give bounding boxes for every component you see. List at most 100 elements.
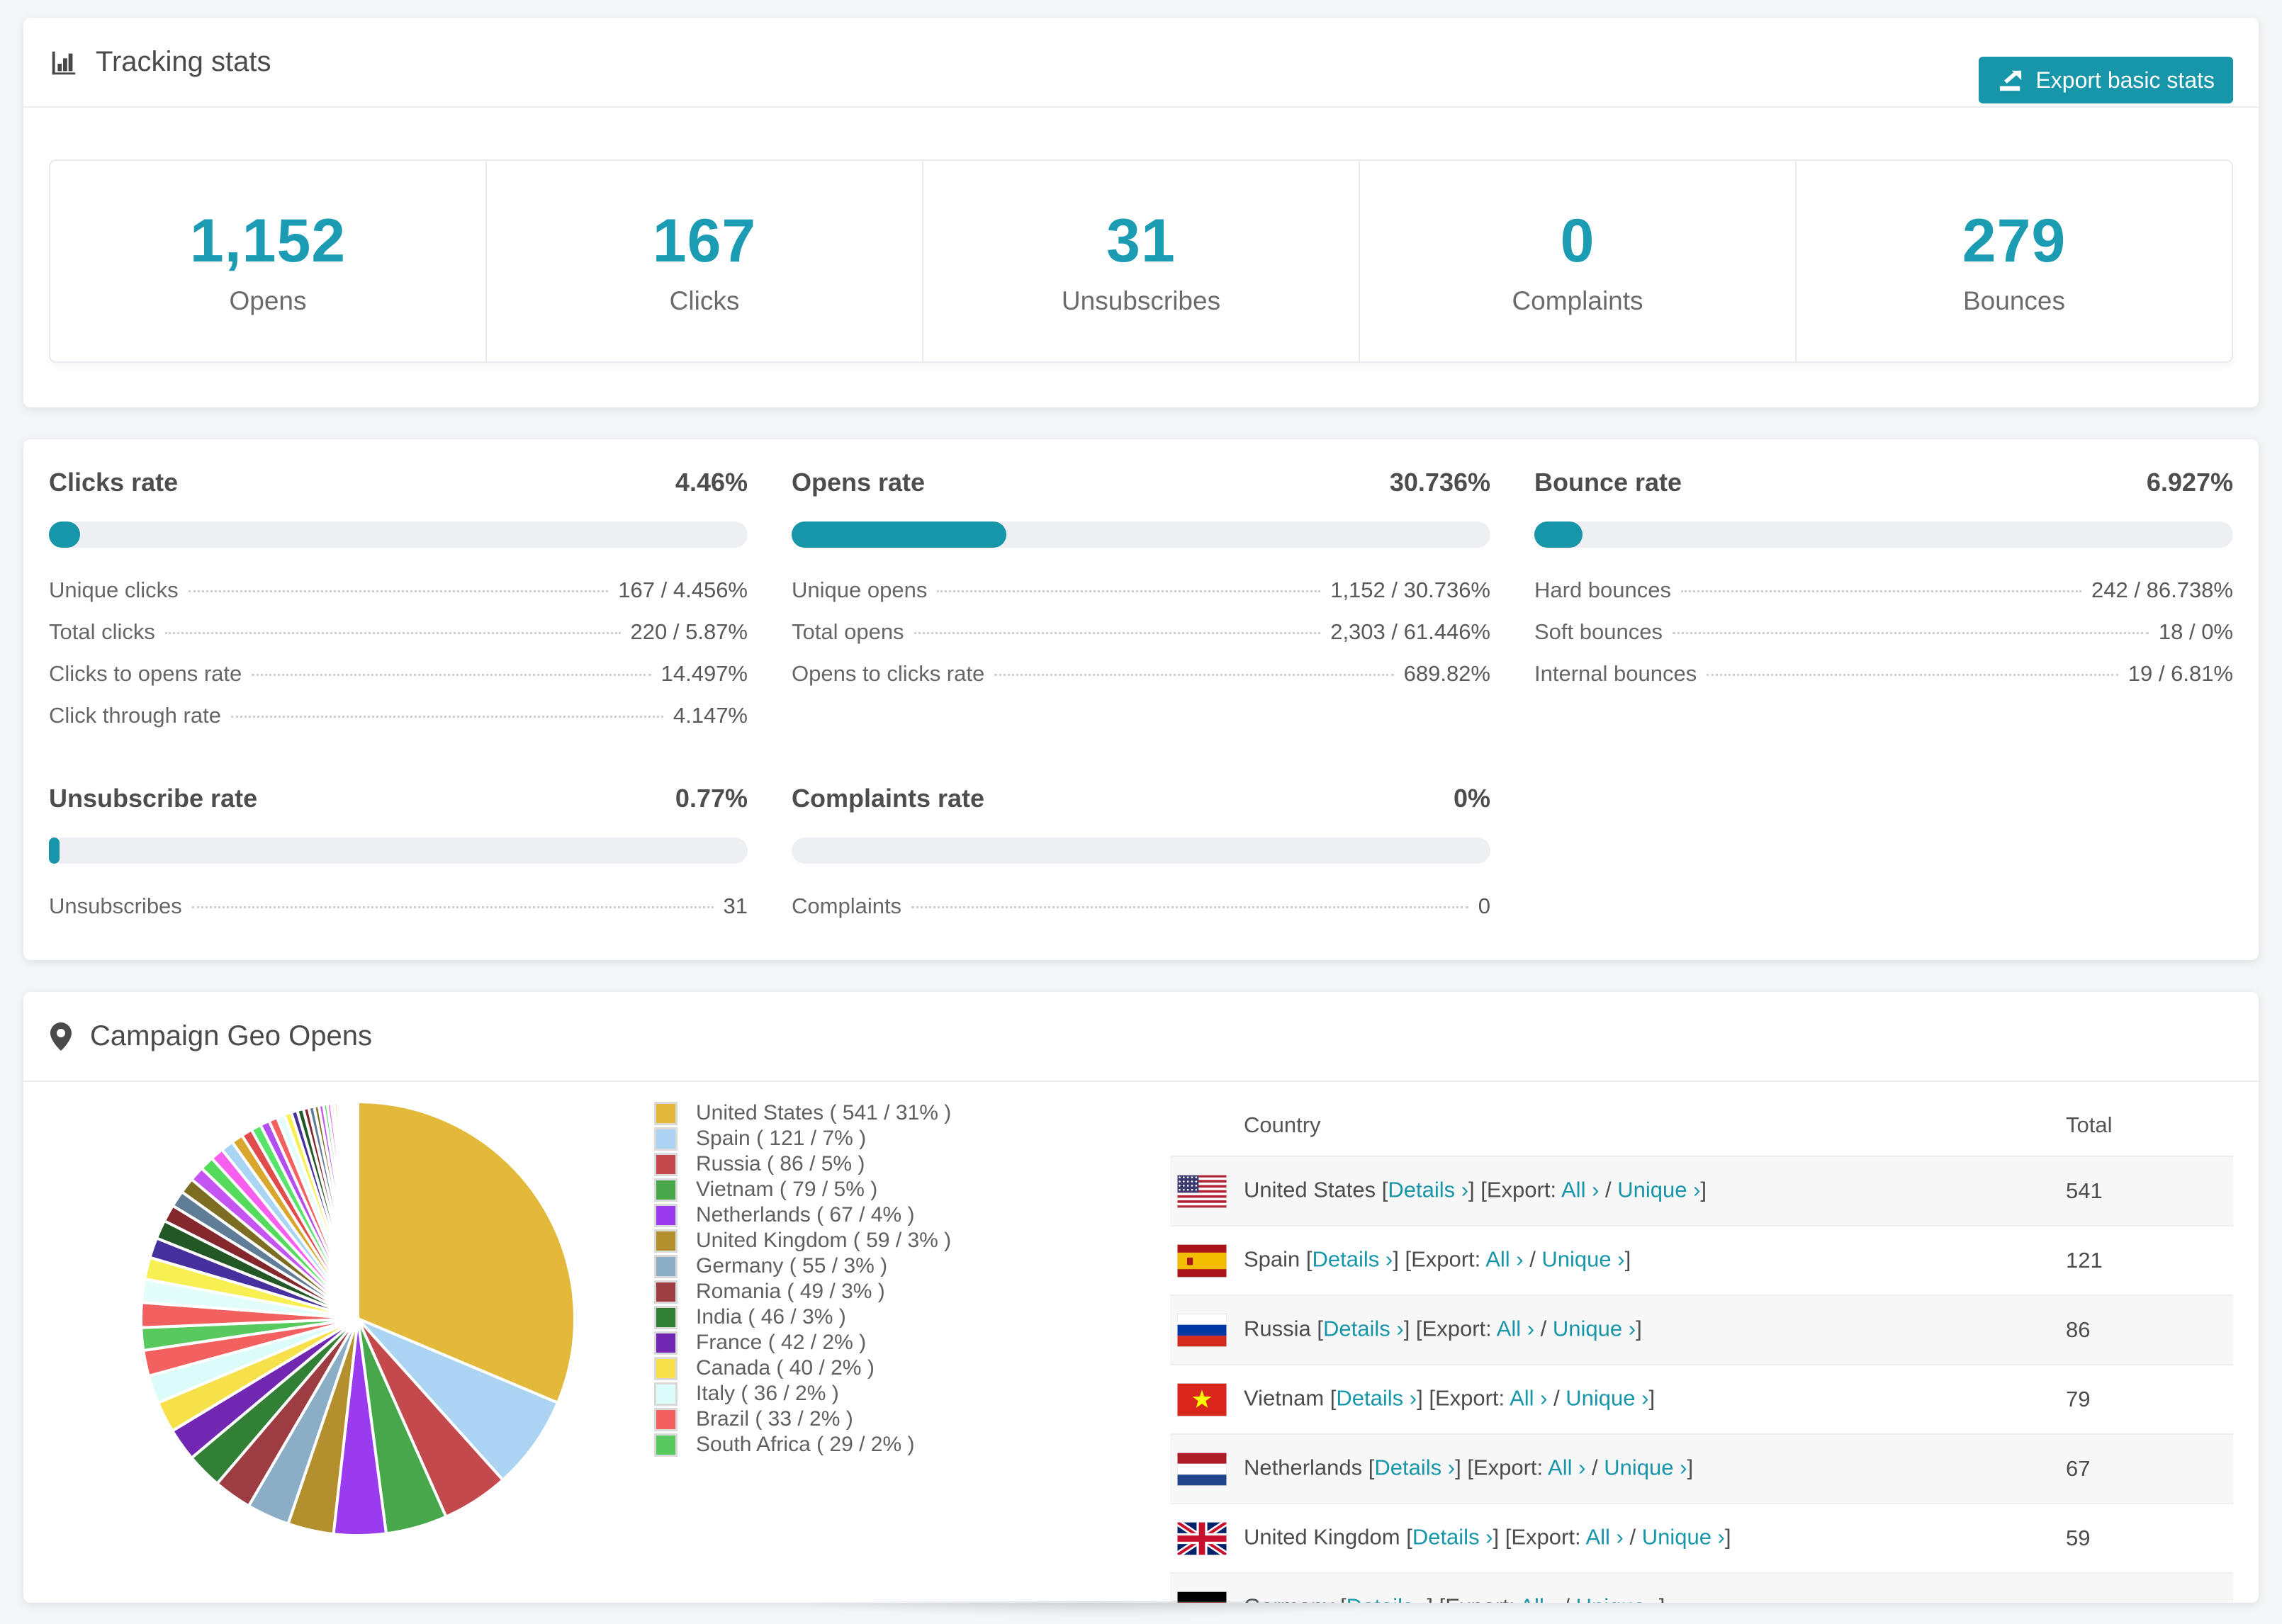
rate-title: Unsubscribe rate <box>49 784 258 813</box>
export-all-link[interactable]: All › <box>1519 1594 1557 1603</box>
country-name: Vietnam <box>1244 1385 1325 1411</box>
legend-swatch <box>654 1254 678 1278</box>
rate-detail-row: Opens to clicks rate 689.82% <box>792 661 1490 703</box>
rate-detail-row: Click through rate 4.147% <box>49 703 748 745</box>
dotted-leader <box>188 590 609 592</box>
export-all-link[interactable]: All › <box>1485 1246 1524 1272</box>
rate-panel-unsubscribe-rate: Unsubscribe rate 0.77% Unsubscribes 31 <box>49 784 748 935</box>
export-all-link[interactable]: All › <box>1585 1524 1624 1550</box>
tracking-stats-label: Tracking stats <box>96 46 271 77</box>
rates-card: Clicks rate 4.46% Unique clicks 167 / 4.… <box>23 439 2259 960</box>
flag-nl-icon <box>1177 1452 1227 1486</box>
legend-item-united-states: United States ( 541 / 31% ) <box>654 1100 951 1126</box>
export-unique-link[interactable]: Unique › <box>1576 1594 1659 1603</box>
tracking-stats-card: Tracking stats Export basic stats 1,152 … <box>23 18 2259 407</box>
rate-detail-value: 167 / 4.456% <box>618 577 748 602</box>
legend-item-canada: Canada ( 40 / 2% ) <box>654 1355 951 1381</box>
details-link[interactable]: Details › <box>1388 1177 1469 1202</box>
legend-swatch <box>654 1127 678 1151</box>
flag-es-icon <box>1177 1244 1227 1278</box>
geo-table-header-row: Country Total <box>1170 1095 2233 1156</box>
rate-detail-row: Unique opens 1,152 / 30.736% <box>792 577 1490 619</box>
legend-swatch <box>654 1382 678 1406</box>
campaign-geo-opens-card: Campaign Geo Opens United States ( 541 /… <box>23 992 2259 1603</box>
rate-detail-label: Click through rate <box>49 703 221 728</box>
legend-label: Germany ( 55 / 3% ) <box>696 1254 888 1278</box>
country-total <box>2065 1572 2233 1603</box>
rate-detail-row: Hard bounces 242 / 86.738% <box>1534 577 2233 619</box>
rate-detail-row: Total opens 2,303 / 61.446% <box>792 619 1490 661</box>
dotted-leader <box>1672 632 2149 634</box>
flag-ru-icon <box>1177 1313 1227 1347</box>
details-link[interactable]: Details › <box>1336 1385 1417 1411</box>
export-unique-link[interactable]: Unique › <box>1552 1316 1636 1341</box>
export-all-link[interactable]: All › <box>1510 1385 1548 1411</box>
stats-summary: 1,152 Opens 167 Clicks 31 Unsubscribes 0… <box>49 159 2233 363</box>
rate-progress-track <box>1534 521 2233 548</box>
export-unique-link[interactable]: Unique › <box>1604 1455 1687 1480</box>
rate-panel-opens-rate: Opens rate 30.736% Unique opens 1,152 / … <box>792 468 1490 745</box>
stat-label: Unsubscribes <box>1061 286 1221 315</box>
export-all-link[interactable]: All › <box>1548 1455 1586 1480</box>
geo-table: Country Total United States [Details ›] … <box>1170 1095 2233 1603</box>
dotted-leader <box>911 906 1468 908</box>
export-unique-link[interactable]: Unique › <box>1617 1177 1701 1202</box>
export-all-link[interactable]: All › <box>1496 1316 1535 1341</box>
details-link[interactable]: Details › <box>1323 1316 1404 1341</box>
rate-detail-row: Clicks to opens rate 14.497% <box>49 661 748 703</box>
legend-label: South Africa ( 29 / 2% ) <box>696 1433 915 1456</box>
country-total: 67 <box>2065 1433 2233 1504</box>
rate-panel-complaints-rate: Complaints rate 0% Complaints 0 <box>792 784 1490 935</box>
rate-value: 30.736% <box>1389 468 1490 497</box>
export-icon <box>1997 68 2024 92</box>
legend-label: United States ( 541 / 31% ) <box>696 1101 952 1124</box>
export-all-link[interactable]: All › <box>1561 1177 1600 1202</box>
rate-detail-label: Internal bounces <box>1534 661 1697 686</box>
legend-swatch <box>654 1229 678 1253</box>
legend-item-vietnam: Vietnam ( 79 / 5% ) <box>654 1177 951 1202</box>
rate-panel-clicks-rate: Clicks rate 4.46% Unique clicks 167 / 4.… <box>49 468 748 745</box>
rate-value: 0.77% <box>675 784 748 813</box>
legend-label: Russia ( 86 / 5% ) <box>696 1152 865 1175</box>
geo-table-row-us: United States [Details ›] [Export: All ›… <box>1170 1156 2233 1226</box>
rate-title: Opens rate <box>792 468 926 497</box>
rate-progress-track <box>49 838 748 864</box>
map-pin-icon <box>49 1021 73 1052</box>
stat-label: Bounces <box>1963 286 2065 315</box>
rate-detail-row: Unique clicks 167 / 4.456% <box>49 577 748 619</box>
details-link[interactable]: Details › <box>1312 1246 1393 1272</box>
country-total: 86 <box>2065 1295 2233 1365</box>
legend-item-brazil: Brazil ( 33 / 2% ) <box>654 1406 951 1432</box>
rate-value: 4.46% <box>675 468 748 497</box>
export-basic-stats-button[interactable]: Export basic stats <box>1979 57 2233 103</box>
legend-label: Netherlands ( 67 / 4% ) <box>696 1203 915 1227</box>
dotted-leader <box>1681 590 2082 592</box>
legend-item-india: India ( 46 / 3% ) <box>654 1304 951 1330</box>
legend-item-romania: Romania ( 49 / 3% ) <box>654 1279 951 1304</box>
stat-box-bounces: 279 Bounces <box>1797 161 2232 361</box>
details-link[interactable]: Details › <box>1347 1594 1427 1603</box>
legend-label: United Kingdom ( 59 / 3% ) <box>696 1229 952 1252</box>
rate-detail-value: 14.497% <box>661 661 748 686</box>
stat-value: 31 <box>1106 207 1176 275</box>
legend-label: Italy ( 36 / 2% ) <box>696 1382 839 1405</box>
legend-swatch <box>654 1280 678 1304</box>
stat-value: 167 <box>652 207 757 275</box>
geo-table-row-de: Germany [Details ›] [Export: All › / Uni… <box>1170 1572 2233 1603</box>
country-name: Germany <box>1244 1594 1334 1603</box>
geo-table-row-ru: Russia [Details ›] [Export: All › / Uniq… <box>1170 1295 2233 1365</box>
country-total: 121 <box>2065 1225 2233 1295</box>
legend-swatch <box>654 1433 678 1457</box>
details-link[interactable]: Details › <box>1374 1455 1456 1480</box>
export-unique-link[interactable]: Unique › <box>1541 1246 1625 1272</box>
export-unique-link[interactable]: Unique › <box>1566 1385 1649 1411</box>
below-fold-shadow <box>684 1601 1513 1624</box>
export-unique-link[interactable]: Unique › <box>1641 1524 1725 1550</box>
legend-item-france: France ( 42 / 2% ) <box>654 1330 951 1355</box>
legend-swatch <box>654 1203 678 1227</box>
details-link[interactable]: Details › <box>1412 1524 1493 1550</box>
rate-detail-value: 4.147% <box>673 703 748 728</box>
rate-title: Bounce rate <box>1534 468 1682 497</box>
geo-table-row-nl: Netherlands [Details ›] [Export: All › /… <box>1170 1433 2233 1504</box>
rate-detail-label: Unique clicks <box>49 577 179 602</box>
